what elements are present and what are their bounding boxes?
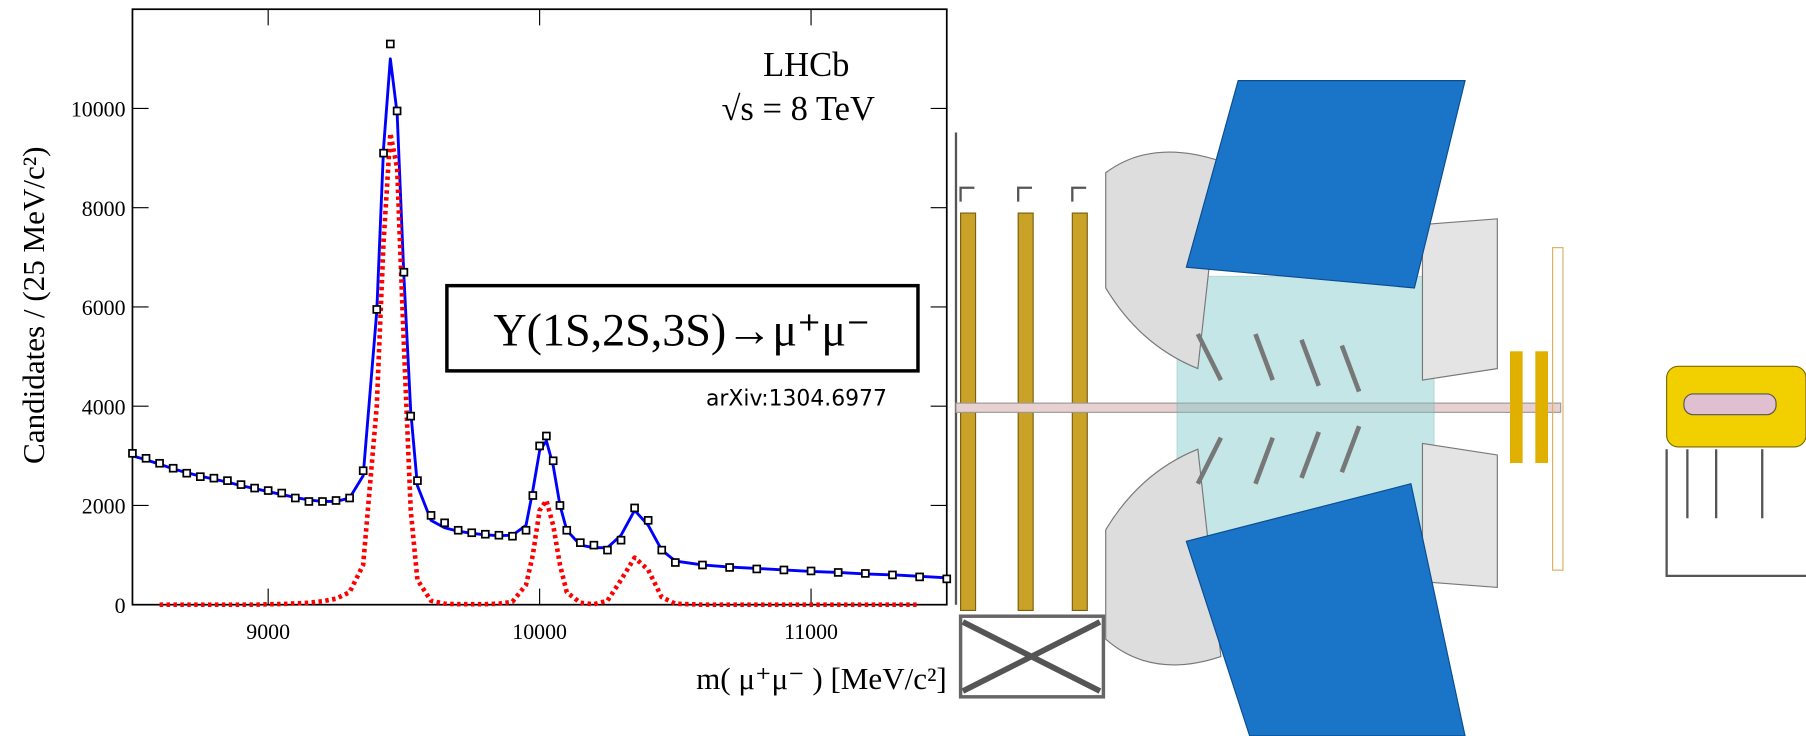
data-point xyxy=(604,547,611,554)
data-point xyxy=(360,467,367,474)
data-point xyxy=(238,481,245,488)
data-point xyxy=(726,564,733,571)
data-point xyxy=(224,477,231,484)
data-point xyxy=(292,495,299,502)
data-point xyxy=(862,570,869,577)
data-point xyxy=(557,502,564,509)
data-point xyxy=(441,519,448,526)
data-point xyxy=(645,517,652,524)
data-point xyxy=(305,498,312,505)
page: LHCb √s = 8 TeV Υ(1S,2S,3S)→μ⁺μ⁻ arXiv:1… xyxy=(0,0,1806,736)
data-point xyxy=(346,495,353,502)
data-point xyxy=(394,107,401,114)
data-point xyxy=(387,40,394,47)
data-point xyxy=(251,485,258,492)
x-tick-label: 9000 xyxy=(246,620,290,644)
data-point xyxy=(400,269,407,276)
data-point xyxy=(265,487,272,494)
data-point xyxy=(414,477,421,484)
data-point xyxy=(780,567,787,574)
detector-drawing xyxy=(956,81,1806,736)
data-point xyxy=(536,442,543,449)
data-point xyxy=(590,542,597,549)
y-tick-label: 8000 xyxy=(82,197,126,221)
y-tick-label: 2000 xyxy=(82,495,126,519)
data-point xyxy=(143,455,150,462)
experiment-label: LHCb xyxy=(763,46,849,84)
data-point xyxy=(380,150,387,157)
energy-label: √s = 8 TeV xyxy=(721,90,874,128)
data-point xyxy=(455,527,462,534)
data-point xyxy=(943,575,950,582)
data-point xyxy=(373,306,380,313)
data-point xyxy=(129,450,136,457)
data-point xyxy=(753,566,760,573)
y-axis-label: Candidates / (25 MeV/c²) xyxy=(16,147,51,464)
y-tick-label: 4000 xyxy=(82,395,126,419)
data-point xyxy=(523,527,530,534)
decay-label: Υ(1S,2S,3S)→μ⁺μ⁻ xyxy=(493,305,870,356)
data-point xyxy=(210,475,217,482)
data-point xyxy=(529,492,536,499)
data-point xyxy=(658,547,665,554)
x-tick-label: 10000 xyxy=(512,620,567,644)
data-point xyxy=(577,539,584,546)
data-point xyxy=(183,470,190,477)
data-point xyxy=(333,497,340,504)
data-point xyxy=(563,527,570,534)
data-point xyxy=(509,533,516,540)
x-tick-label: 11000 xyxy=(784,620,838,644)
y-tick-label: 0 xyxy=(115,594,126,618)
data-point xyxy=(550,457,557,464)
data-point xyxy=(319,498,326,505)
x-axis-label: m( μ⁺μ⁻ ) [MeV/c²] xyxy=(696,661,947,696)
data-point xyxy=(672,559,679,566)
data-point xyxy=(889,571,896,578)
data-point xyxy=(618,537,625,544)
data-point xyxy=(197,473,204,480)
data-point xyxy=(428,512,435,519)
data-point xyxy=(170,465,177,472)
data-point xyxy=(278,490,285,497)
data-point xyxy=(835,569,842,576)
data-point xyxy=(468,529,475,536)
data-point xyxy=(808,567,815,574)
data-point xyxy=(482,531,489,538)
data-point xyxy=(407,413,414,420)
data-point xyxy=(916,573,923,580)
data-point xyxy=(495,532,502,539)
data-point xyxy=(156,460,163,467)
data-point xyxy=(699,562,706,569)
y-tick-label: 6000 xyxy=(82,296,126,320)
data-point xyxy=(543,433,550,440)
reference-label: arXiv:1304.6977 xyxy=(706,386,887,411)
data-point xyxy=(631,504,638,511)
y-tick-label: 10000 xyxy=(71,98,126,122)
